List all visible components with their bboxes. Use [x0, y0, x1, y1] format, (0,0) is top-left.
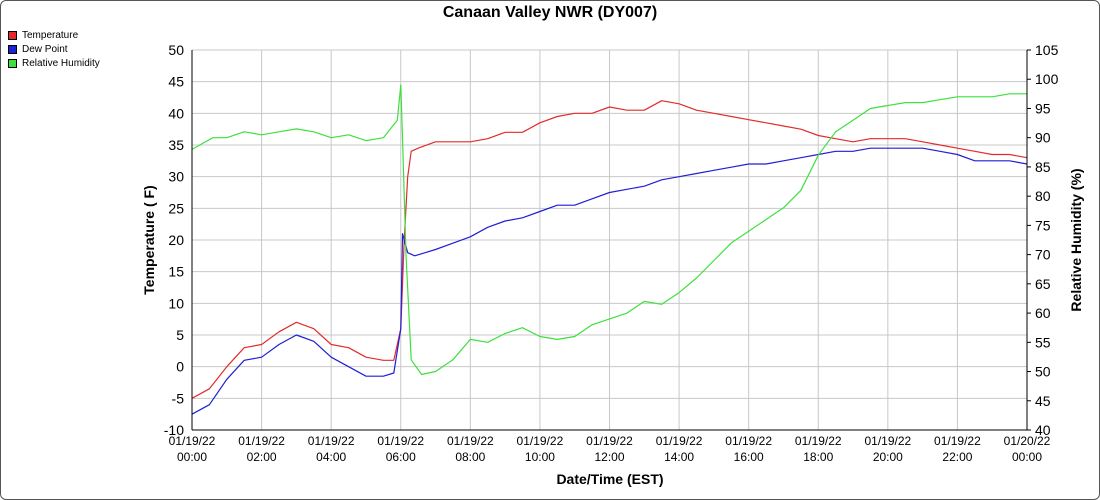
y-tick-label: 10 [168, 295, 184, 311]
y2-tick-label: 40 [1035, 422, 1051, 438]
x-tick-date: 01/19/22 [169, 434, 216, 448]
y-tick-label: 15 [168, 264, 184, 280]
x-tick-date: 01/19/22 [517, 434, 564, 448]
y2-tick-label: 85 [1035, 159, 1051, 175]
y2-tick-label: 60 [1035, 305, 1051, 321]
chart-title: Canaan Valley NWR (DY007) [442, 4, 658, 21]
y2-tick-label: 90 [1035, 130, 1051, 146]
y2-tick-label: 95 [1035, 100, 1051, 116]
x-tick-time: 10:00 [525, 450, 555, 464]
y-tick-label: 5 [176, 327, 184, 343]
y2-tick-label: 105 [1035, 42, 1059, 58]
x-tick-time: 00:00 [177, 450, 207, 464]
x-tick-date: 01/20/22 [1004, 434, 1051, 448]
y2-tick-label: 100 [1035, 71, 1059, 87]
x-tick-date: 01/19/22 [377, 434, 424, 448]
legend-swatch-dew-point [8, 44, 17, 54]
legend-label-temperature: Temperature [22, 29, 79, 41]
x-tick-time: 20:00 [873, 450, 903, 464]
x-tick-date: 01/19/22 [864, 434, 911, 448]
legend-label-relative-humidity: Relative Humidity [22, 57, 100, 69]
y-tick-label: 20 [168, 232, 184, 248]
x-tick-time: 02:00 [247, 450, 277, 464]
y2-tick-label: 80 [1035, 188, 1051, 204]
series-line-relative-humidity [191, 84, 1027, 376]
x-tick-time: 14:00 [664, 450, 694, 464]
legend-swatch-temperature [8, 30, 17, 40]
y2-tick-label: 55 [1035, 334, 1051, 350]
legend-swatch-relative-humidity [8, 58, 17, 68]
series-line-temperature [191, 100, 1028, 399]
x-tick-time: 22:00 [942, 450, 972, 464]
x-axis-title: Date/Time (EST) [556, 471, 663, 487]
x-tick-time: 06:00 [386, 450, 416, 464]
y-tick-label: 35 [168, 137, 184, 153]
x-tick-date: 01/19/22 [934, 434, 981, 448]
legend: Temperature Dew Point Relative Humidity [8, 28, 100, 70]
legend-label-dew-point: Dew Point [22, 43, 68, 55]
x-tick-date: 01/19/22 [725, 434, 772, 448]
y2-tick-label: 65 [1035, 276, 1051, 292]
y2-tick-label: 45 [1035, 393, 1051, 409]
x-tick-time: 16:00 [734, 450, 764, 464]
y-tick-label: 25 [168, 200, 184, 216]
axes: 50454035302520151050-5-10105100959085807… [164, 42, 1059, 464]
y-tick-label: -10 [164, 422, 184, 438]
x-tick-date: 01/19/22 [795, 434, 842, 448]
series-line-dew-point [191, 147, 1028, 415]
legend-item-temperature: Temperature [8, 28, 100, 42]
y-tick-label: 50 [168, 42, 184, 58]
x-tick-time: 04:00 [316, 450, 346, 464]
x-tick-date: 01/19/22 [447, 434, 494, 448]
y-tick-label: 0 [176, 359, 184, 375]
x-tick-time: 12:00 [594, 450, 624, 464]
y2-tick-label: 70 [1035, 247, 1051, 263]
x-tick-date: 01/19/22 [656, 434, 703, 448]
y2-tick-label: 50 [1035, 364, 1051, 380]
y-tick-label: 40 [168, 105, 184, 121]
legend-item-relative-humidity: Relative Humidity [8, 56, 100, 70]
y-tick-label: 30 [168, 169, 184, 185]
x-tick-date: 01/19/22 [586, 434, 633, 448]
x-tick-time: 18:00 [803, 450, 833, 464]
series-layer [191, 84, 1028, 415]
legend-item-dew-point: Dew Point [8, 42, 100, 56]
y2-tick-label: 75 [1035, 217, 1051, 233]
y2-axis-title: Relative Humidity (%) [1068, 168, 1084, 311]
y-axis-title: Temperature ( F) [141, 185, 157, 294]
x-tick-date: 01/19/22 [238, 434, 285, 448]
x-tick-time: 08:00 [455, 450, 485, 464]
x-tick-time: 00:00 [1012, 450, 1042, 464]
x-tick-date: 01/19/22 [308, 434, 355, 448]
y-tick-label: 45 [168, 74, 184, 90]
y-tick-label: -5 [172, 390, 185, 406]
